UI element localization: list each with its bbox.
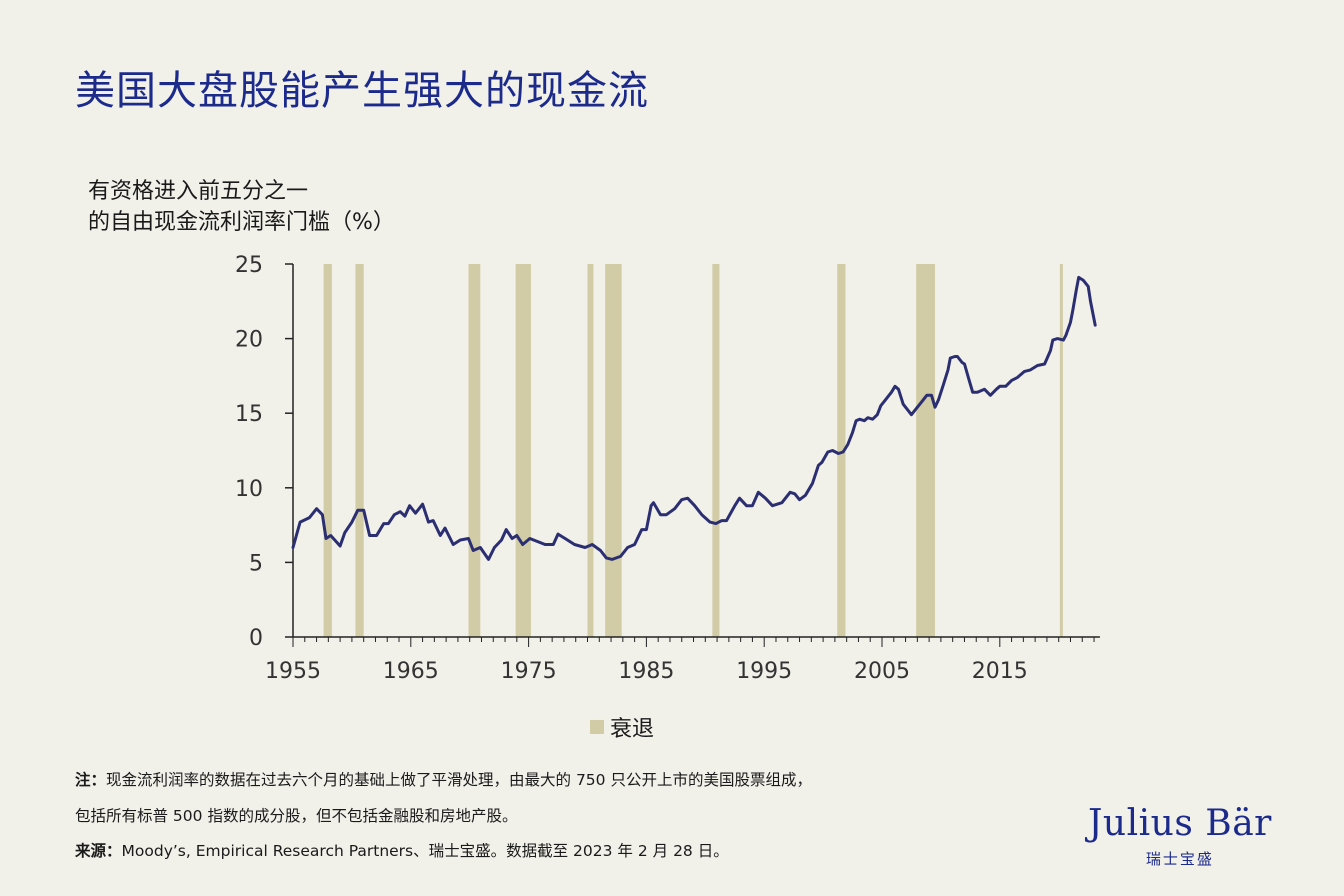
x-tick-label: 1975 (501, 659, 557, 684)
series (291, 275, 1097, 561)
x-tick-label: 2015 (972, 659, 1028, 684)
note-label: 注： (75, 771, 107, 789)
recession-band (355, 264, 364, 637)
recession-band (916, 264, 936, 637)
page-title: 美国大盘股能产生强大的现金流 (75, 68, 649, 114)
note-text-1: 现金流利润率的数据在过去六个月的基础上做了平滑处理，由最大的 750 只公开上市… (106, 771, 812, 789)
recession-band (712, 264, 720, 637)
y-tick-label: 25 (235, 253, 263, 278)
x-tick-label: 1995 (736, 659, 792, 684)
tick-labels: 0 5 10 15 20 25 1955 1965 1975 1985 1995 2005 2015 (235, 253, 1028, 684)
y-axis-label-line2: 的自由现金流利润率门槛（%） (88, 210, 395, 235)
recession-band (837, 264, 846, 637)
x-tick-label: 1955 (265, 659, 321, 684)
recession-band (468, 264, 481, 637)
source-text: Moody’s, Empirical Research Partners、瑞士宝… (121, 842, 729, 860)
recession-band (323, 264, 332, 637)
y-tick-label: 20 (235, 328, 263, 353)
legend-label-recession: 衰退 (610, 717, 655, 742)
source-label: 来源： (75, 842, 122, 860)
y-tick-label: 10 (235, 477, 263, 502)
julius-baer-logo: Julius Bär 瑞士宝盛 (1088, 804, 1272, 869)
note-line-2: 包括所有标普 500 指数的成分股，但不包括金融股和房地产股。 (75, 807, 518, 825)
y-tick-label: 5 (249, 551, 263, 576)
source-line: 来源：Moody’s, Empirical Research Partners、… (75, 839, 729, 861)
logo-name: Julius Bär (1088, 803, 1272, 844)
x-tick-label: 1965 (383, 659, 439, 684)
recession-bands (323, 264, 1063, 637)
recession-band (605, 264, 622, 637)
x-tick-label: 2005 (854, 659, 910, 684)
y-tick-label: 15 (235, 402, 263, 427)
recession-band (1059, 264, 1063, 637)
axes (285, 263, 1100, 647)
logo-sub: 瑞士宝盛 (1145, 850, 1214, 868)
y-axis-label-line1: 有资格进入前五分之一 (88, 179, 309, 204)
note-line-1: 注：现金流利润率的数据在过去六个月的基础上做了平滑处理，由最大的 750 只公开… (75, 768, 812, 790)
series-line (291, 275, 1097, 561)
y-axis-label: 有资格进入前五分之一 的自由现金流利润率门槛（%） (88, 176, 395, 238)
y-tick-label: 0 (249, 626, 263, 651)
legend-swatch-recession (590, 720, 604, 734)
recession-band (587, 264, 594, 637)
recession-band (515, 264, 531, 637)
x-tick-label: 1985 (618, 659, 674, 684)
legend: 衰退 (590, 711, 654, 743)
